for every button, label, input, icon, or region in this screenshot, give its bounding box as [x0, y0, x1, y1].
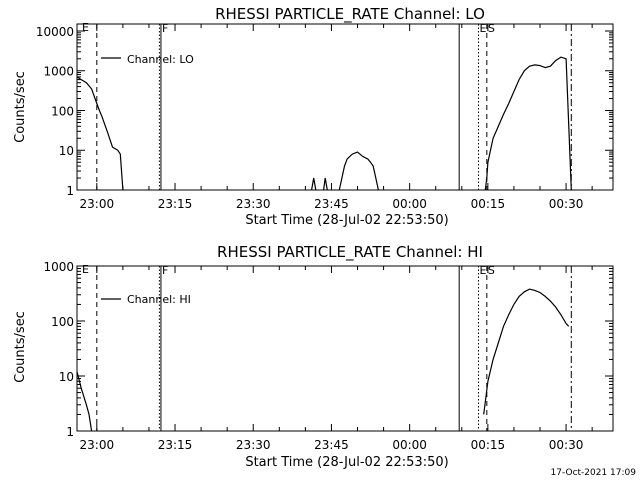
x-tick-label-hi: 00:30: [549, 438, 584, 452]
footer-timestamp: 17-Oct-2021 17:09: [551, 468, 637, 478]
corner-label-lo: E: [82, 21, 89, 34]
marker-label-lo: E: [479, 22, 486, 35]
marker-label-hi: E: [479, 264, 486, 277]
x-tick-label-lo: 00:00: [392, 197, 427, 211]
x-tick-label-hi: 00:15: [471, 438, 506, 452]
y-tick-label-hi: 1000: [43, 260, 74, 274]
marker-label-lo: F: [162, 22, 168, 35]
x-tick-label-lo: 23:30: [236, 197, 271, 211]
x-axis-label-lo: Start Time (28-Jul-02 22:53:50): [245, 213, 448, 228]
plot-frame-lo: [76, 23, 614, 191]
data-line-segment-hi: [483, 288, 570, 415]
data-line-segment-lo: [338, 151, 379, 191]
y-axis-label-lo: Counts/sec: [13, 71, 28, 143]
y-tick-label-hi: 100: [51, 315, 74, 329]
x-tick-label-lo: 23:15: [158, 197, 193, 211]
data-line-segment-lo: [323, 177, 328, 191]
legend-hi: Channel: HI: [101, 293, 191, 306]
x-tick-label-hi: 23:15: [158, 438, 193, 452]
data-line-segment-lo: [484, 56, 572, 191]
chart-title-hi: RHESSI PARTICLE_RATE Channel: HI: [217, 243, 483, 262]
corner-label-hi: E: [82, 263, 89, 276]
legend-label-hi: Channel: HI: [127, 293, 191, 306]
panel-lo: RHESSI PARTICLE_RATE Channel: LO Counts/…: [13, 5, 614, 228]
x-tick-label-hi: 23:45: [314, 438, 349, 452]
chart-title-lo: RHESSI PARTICLE_RATE Channel: LO: [215, 5, 485, 24]
y-tick-label-lo: 100: [51, 104, 74, 118]
y-tick-label-lo: 10000: [36, 25, 74, 39]
x-axis-label-hi: Start Time (28-Jul-02 22:53:50): [245, 455, 448, 470]
marker-label-hi: S: [488, 264, 495, 277]
panel-hi: RHESSI PARTICLE_RATE Channel: HI Counts/…: [13, 243, 614, 470]
x-tick-label-hi: 00:00: [392, 438, 427, 452]
y-axis-label-hi: Counts/sec: [13, 311, 28, 383]
x-tick-label-lo: 00:30: [549, 197, 584, 211]
y-tick-label-lo: 10: [59, 144, 74, 158]
data-line-segment-lo: [311, 177, 317, 191]
y-tick-label-lo: 1: [66, 184, 74, 198]
data-line-segment-hi: [76, 371, 93, 432]
x-tick-label-lo: 23:45: [314, 197, 349, 211]
y-tick-label-lo: 1000: [43, 65, 74, 79]
plot-frame-hi: [76, 265, 614, 432]
x-tick-label-hi: 23:00: [80, 438, 115, 452]
x-tick-label-lo: 23:00: [80, 197, 115, 211]
marker-label-lo: S: [488, 22, 495, 35]
y-tick-label-hi: 1: [66, 425, 74, 439]
x-tick-label-lo: 00:15: [471, 197, 506, 211]
marker-label-hi: F: [162, 264, 168, 277]
data-line-segment-lo: [76, 76, 124, 191]
y-tick-label-hi: 10: [59, 370, 74, 384]
x-tick-label-hi: 23:30: [236, 438, 271, 452]
